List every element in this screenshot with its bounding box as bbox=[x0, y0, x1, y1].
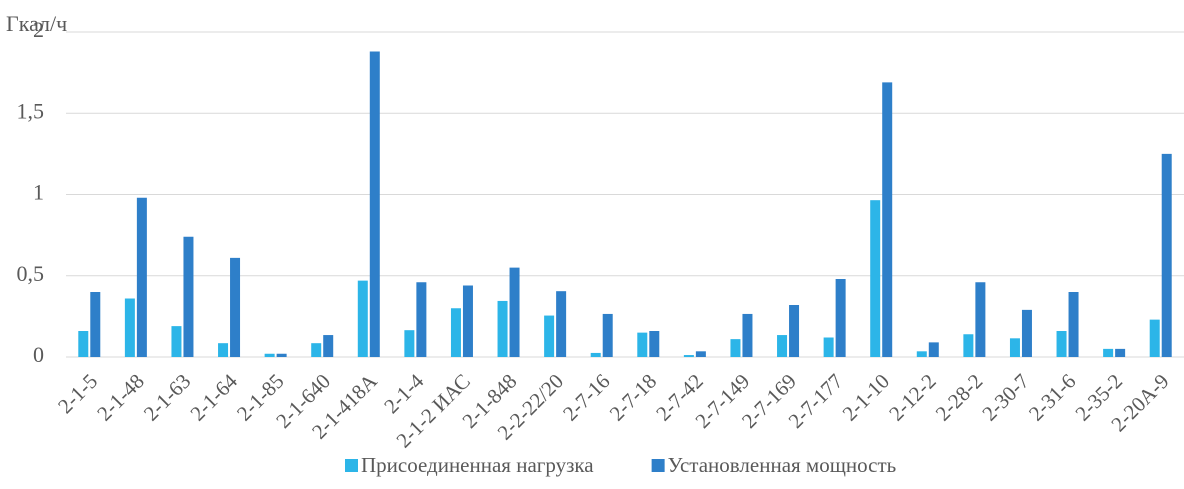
bar bbox=[742, 313, 753, 357]
bar bbox=[90, 292, 101, 357]
legend-swatch bbox=[651, 459, 665, 472]
bar bbox=[1161, 153, 1172, 357]
bar bbox=[1056, 331, 1067, 357]
bar bbox=[136, 197, 147, 357]
bar bbox=[835, 279, 846, 357]
bar bbox=[963, 334, 974, 357]
x-tick-label: 2-30-7 bbox=[977, 369, 1034, 426]
bar bbox=[1103, 348, 1114, 357]
y-tick-label: 1 bbox=[33, 180, 44, 205]
bar bbox=[683, 355, 694, 357]
bar bbox=[916, 351, 927, 357]
bar bbox=[124, 298, 135, 357]
bar bbox=[276, 353, 287, 357]
y-tick-label: 1,5 bbox=[17, 98, 45, 123]
bar bbox=[928, 342, 939, 357]
bar bbox=[416, 282, 427, 357]
bar bbox=[637, 332, 648, 357]
bar bbox=[544, 315, 555, 357]
legend-swatch bbox=[345, 459, 358, 472]
y-tick-label: 2 bbox=[33, 17, 44, 42]
bar bbox=[1009, 338, 1020, 357]
bar bbox=[311, 343, 322, 357]
bar bbox=[78, 331, 89, 357]
bar bbox=[497, 300, 508, 357]
x-tick-label: 2-28-2 bbox=[931, 369, 988, 426]
bar bbox=[404, 330, 415, 357]
bar bbox=[171, 326, 182, 357]
bar bbox=[777, 335, 788, 357]
bar bbox=[882, 82, 893, 357]
y-axis-label: Гкал/ч bbox=[6, 11, 67, 36]
bar bbox=[462, 285, 473, 357]
x-tick-label: 2-1-64 bbox=[185, 369, 242, 426]
bar bbox=[369, 51, 380, 357]
bar bbox=[590, 352, 601, 357]
legend-label: Установленная мощность bbox=[668, 453, 897, 477]
x-tick-label: 2-7-16 bbox=[558, 369, 615, 426]
bar bbox=[264, 353, 275, 357]
x-tick-label: 2-31-6 bbox=[1024, 369, 1081, 426]
y-tick-label: 0,5 bbox=[17, 261, 45, 286]
bar bbox=[357, 280, 368, 357]
bar bbox=[649, 331, 660, 357]
x-tick-label: 2-1-48 bbox=[92, 369, 149, 426]
bar bbox=[1068, 292, 1079, 357]
bar bbox=[1115, 348, 1126, 357]
bar bbox=[218, 343, 229, 357]
y-tick-label: 0 bbox=[33, 342, 44, 367]
bar bbox=[450, 308, 461, 357]
bar bbox=[602, 313, 613, 357]
bar bbox=[556, 291, 567, 357]
bar bbox=[789, 305, 800, 357]
x-tick-label: 2-1-10 bbox=[838, 369, 895, 426]
bar bbox=[823, 337, 834, 357]
bar bbox=[509, 267, 520, 357]
x-tick-label: 2-12-2 bbox=[884, 369, 941, 426]
bar bbox=[323, 335, 334, 357]
bar bbox=[1149, 319, 1160, 357]
x-tick-label: 2-1-63 bbox=[139, 369, 196, 426]
bar bbox=[730, 339, 741, 357]
bar bbox=[695, 351, 706, 357]
bar bbox=[870, 200, 881, 357]
bar bbox=[183, 236, 194, 357]
bar bbox=[230, 257, 241, 357]
x-tick-label: 2-7-18 bbox=[605, 369, 662, 426]
bar bbox=[1021, 309, 1032, 357]
legend-label: Присоединенная нагрузка bbox=[361, 453, 594, 477]
bar bbox=[975, 282, 986, 357]
